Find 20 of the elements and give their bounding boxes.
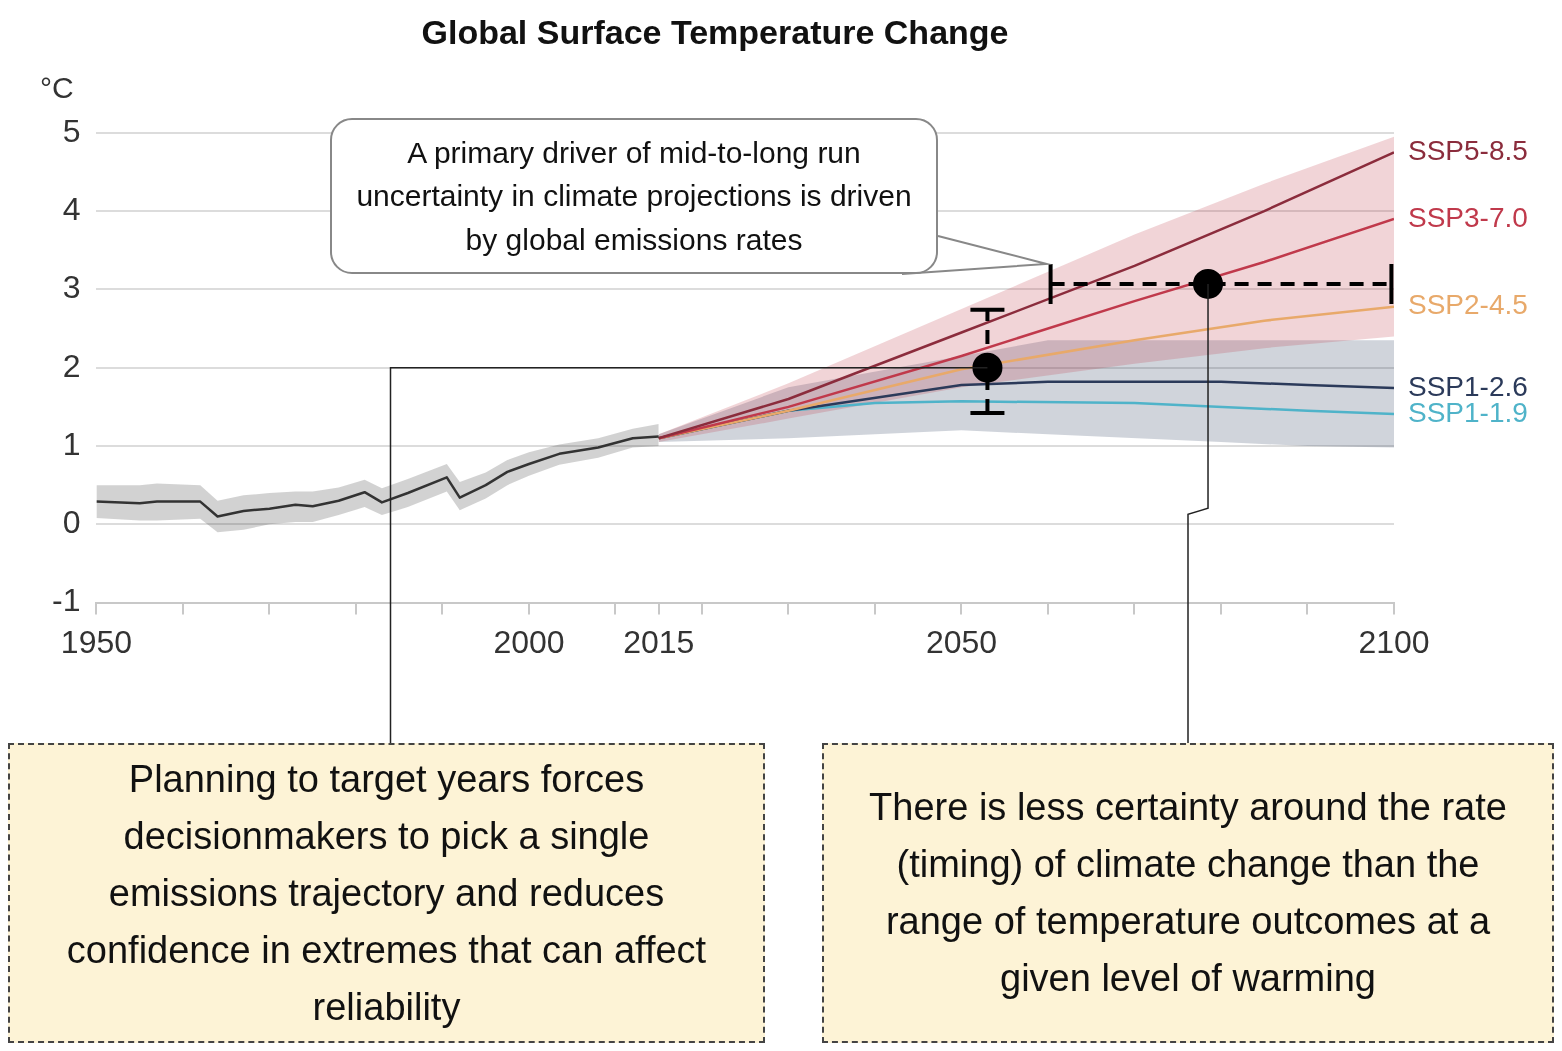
series-label: SSP3-7.0	[1408, 201, 1528, 233]
y-tick-label: 5	[62, 112, 81, 149]
series-label: SSP5-8.5	[1408, 135, 1528, 167]
y-tick-label: 2	[62, 347, 81, 384]
annotation: Planning to target years forces decisionmakers to pick a single emissions trajectory and reduces confidence in extremes that can affect reliability	[8, 743, 765, 1043]
annotation: There is less certainty around the rate (timing) of climate change than the range of temperature outcomes at a given level of warming	[822, 743, 1554, 1043]
y-axis-title: °C	[40, 71, 74, 105]
y-tick-label: -1	[52, 582, 81, 619]
x-tick-label: 2015	[623, 623, 695, 660]
annotation: A primary driver of mid-to-long run uncertainty in climate projections is driven by global emissions rates	[330, 118, 938, 274]
y-tick-label: 1	[62, 425, 81, 462]
y-tick-label: 0	[62, 504, 81, 541]
chart-title: Global Surface Temperature Change	[421, 12, 1009, 51]
x-tick-label: 2000	[493, 623, 565, 660]
y-tick-label: 3	[62, 269, 81, 306]
y-tick-label: 4	[62, 190, 81, 227]
x-tick-label: 2100	[1358, 623, 1430, 660]
x-tick-label: 2050	[925, 623, 998, 660]
series-label: SSP2-4.5	[1408, 289, 1528, 321]
x-tick-label: 1950	[60, 623, 133, 660]
